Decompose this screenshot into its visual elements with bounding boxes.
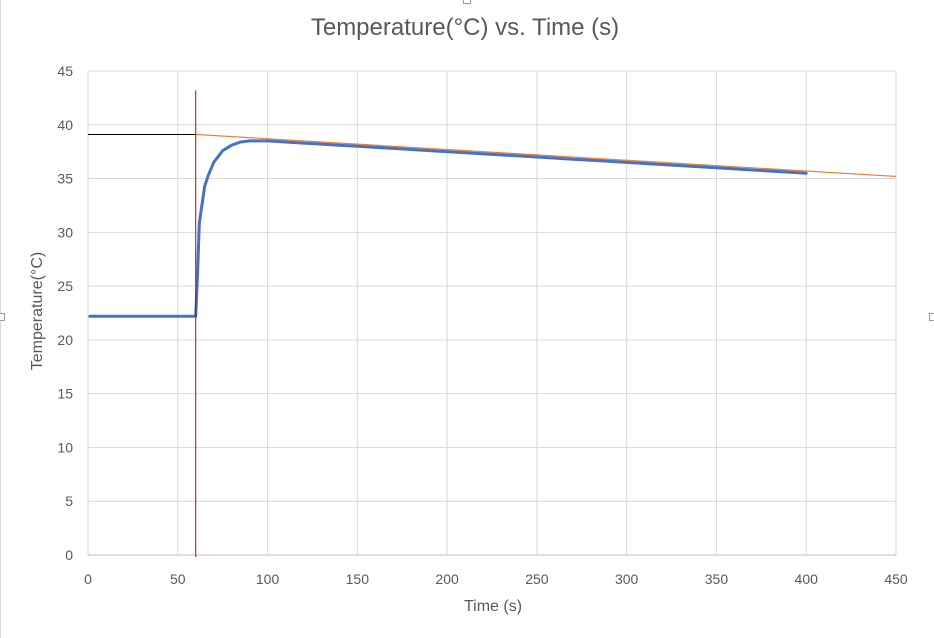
x-tick-label: 300 bbox=[615, 571, 639, 587]
chart-title: Temperature(°C) vs. Time (s) bbox=[310, 14, 620, 41]
resize-handle-top[interactable] bbox=[463, 0, 471, 4]
x-tick-label: 50 bbox=[170, 571, 186, 587]
x-axis-title: Time (s) bbox=[463, 598, 523, 615]
y-tick-label: 10 bbox=[57, 439, 73, 455]
x-tick-label: 250 bbox=[525, 571, 549, 587]
resize-handle-right[interactable] bbox=[929, 313, 934, 321]
y-tick-label: 35 bbox=[57, 171, 73, 187]
x-tick-label: 150 bbox=[346, 571, 370, 587]
x-tick-label: 400 bbox=[795, 571, 819, 587]
x-tick-label: 200 bbox=[435, 571, 459, 587]
x-tick-label: 450 bbox=[884, 571, 908, 587]
x-tick-label: 100 bbox=[256, 571, 280, 587]
series-line bbox=[88, 139, 808, 318]
y-tick-label: 0 bbox=[65, 547, 73, 563]
y-tick-label: 40 bbox=[57, 117, 73, 133]
y-tick-label: 45 bbox=[57, 63, 73, 79]
y-tick-label: 20 bbox=[57, 332, 73, 348]
trendline bbox=[195, 133, 897, 178]
resize-handle-left[interactable] bbox=[0, 313, 5, 321]
x-tick-label: 350 bbox=[705, 571, 729, 587]
y-tick-label: 30 bbox=[57, 224, 73, 240]
x-tick-label: 0 bbox=[84, 571, 92, 587]
y-tick-label: 5 bbox=[65, 493, 73, 509]
y-tick-label: 15 bbox=[57, 386, 73, 402]
y-tick-label: 25 bbox=[57, 278, 73, 294]
